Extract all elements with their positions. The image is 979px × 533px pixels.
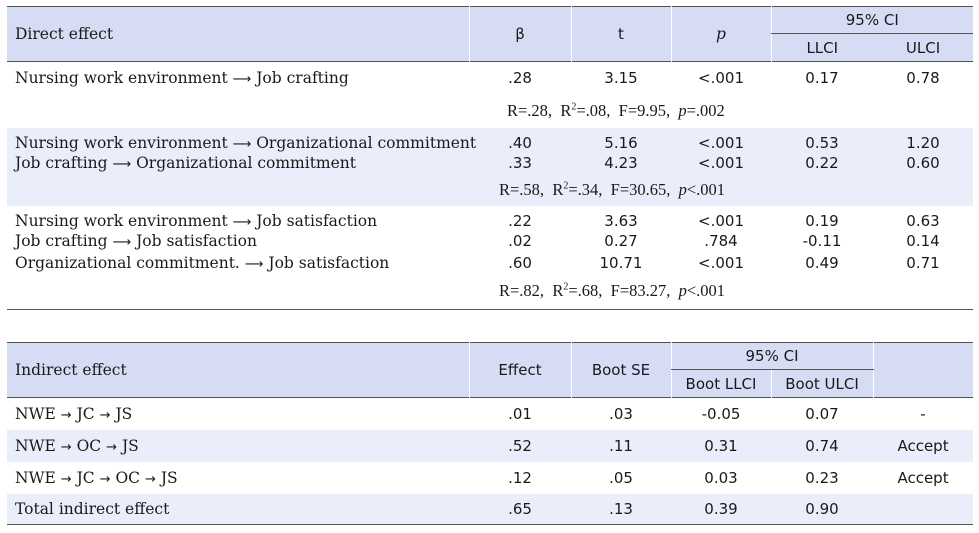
direct-effect-header: Direct effect — [15, 25, 114, 43]
table-row: Nursing work environment ⟶ Job satisfact… — [15, 211, 940, 230]
table-row: Organizational commitment. ⟶ Job satisfa… — [15, 253, 940, 272]
boot-se-header: Boot SE — [570, 342, 671, 398]
indirect-effect-table: Indirect effect Effect Boot SE 95% CI Bo… — [7, 342, 974, 525]
decision-header — [872, 342, 974, 398]
ci-header: 95% CI — [770, 6, 974, 34]
indirect-effect-header: Indirect effect — [15, 361, 127, 379]
table-row: Total indirect effect .65 .13 0.39 0.90 — [7, 493, 974, 525]
model-fit-row: R=.58, R2=.34, F=30.65, p<.001 — [7, 173, 974, 206]
table-row: Job crafting ⟶ Job satisfaction .02 0.27… — [15, 231, 940, 250]
t-header: t — [570, 6, 671, 62]
table-row: NWE → JC → OC → JS .12 .05 0.03 0.23 Acc… — [15, 468, 949, 487]
direct-effect-table: Direct effect β t p 95% CI LLCI ULCI Nur… — [7, 6, 974, 310]
effect-header: Effect — [468, 342, 571, 398]
table-row: NWE → OC → JS .52 .11 0.31 0.74 Accept — [7, 429, 974, 462]
llci-header: LLCI — [770, 33, 873, 62]
beta-header: β — [468, 6, 571, 62]
boot-llci-header: Boot LLCI — [670, 369, 771, 398]
ulci-header: ULCI — [905, 38, 941, 57]
boot-ulci-header: Boot ULCI — [770, 369, 874, 398]
table-row: Nursing work environment ⟶ Organizationa… — [7, 127, 974, 152]
table-row: Job crafting ⟶ Organizational commitment… — [7, 151, 974, 174]
model-fit-row: R=.28, R2=.08, F=9.95, p=.002 — [507, 101, 725, 120]
model-fit-row: R=.82, R2=.68, F=83.27, p<.001 — [7, 274, 974, 310]
table-row: NWE → JC → JS .01 .03 -0.05 0.07 - — [15, 404, 926, 423]
table-row: Nursing work environment ⟶ Job crafting … — [15, 69, 940, 88]
ci-header: 95% CI — [670, 342, 874, 370]
p-header: p — [670, 6, 771, 62]
